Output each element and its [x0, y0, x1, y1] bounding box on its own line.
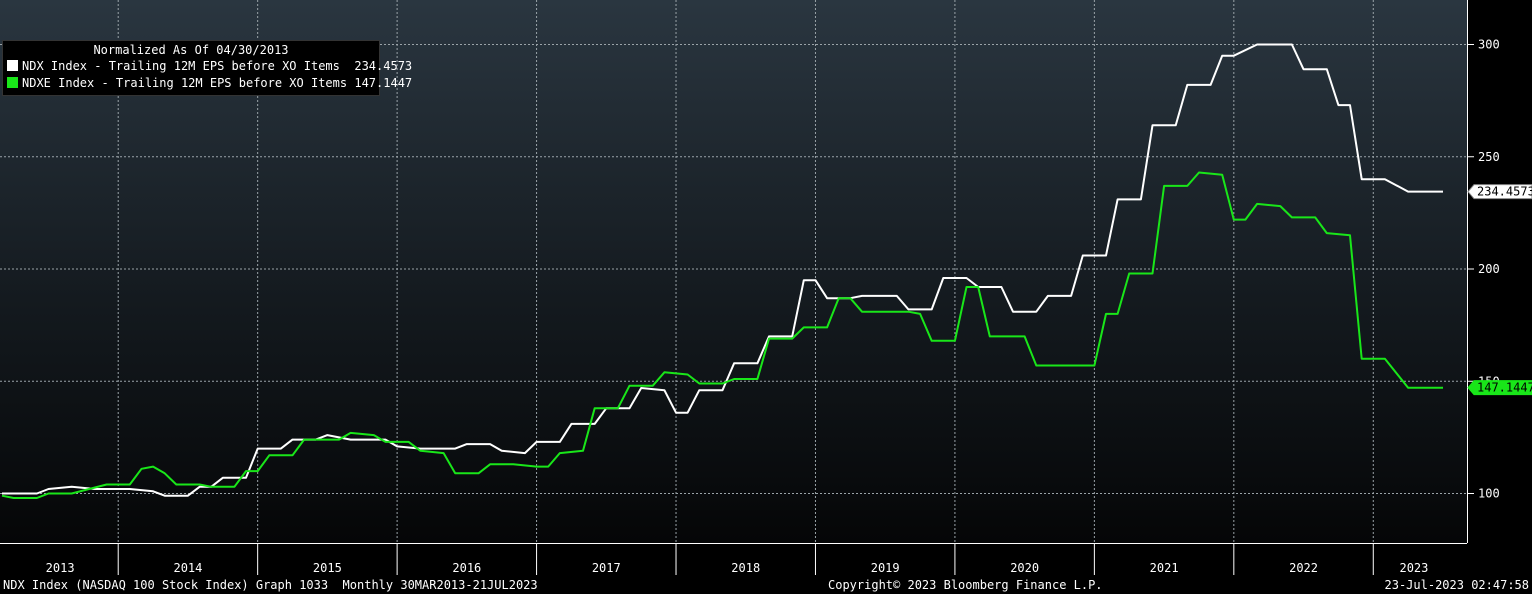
x-tick-label-2021: 2021 [1150, 561, 1179, 575]
x-axis: 2013 2014 2015 2016 2017 2018 2019 2020 2021 2022… [46, 543, 1428, 575]
legend-title: Normalized As Of 04/30/2013 [93, 43, 289, 57]
x-tick-label-2023: 2023 [1399, 561, 1428, 575]
x-tick-label-2022: 2022 [1289, 561, 1318, 575]
last-value-marker [1467, 184, 1532, 200]
series-layer [1, 43, 1443, 499]
x-tick-label-2016: 2016 [452, 561, 481, 575]
grid [0, 0, 1467, 543]
series-line-ndx [2, 43, 1443, 497]
legend-label-ndxe: NDXE Index - Trailing 12M EPS before XO … [22, 76, 348, 90]
footer-timestamp: 23-Jul-2023 02:47:58 [1384, 578, 1530, 592]
footer-graph-info: NDX Index (NASDAQ 100 Stock Index) Graph… [3, 578, 538, 592]
last-value-marker [1467, 380, 1532, 396]
last-value-tag-ndxe: 147.1447 [1467, 380, 1532, 396]
legend-entry-ndxe: NDXE Index - Trailing 12M EPS before XO … [7, 76, 412, 90]
y-tick-label-200: 200 [1478, 262, 1500, 276]
legend-swatch-ndxe [7, 77, 18, 88]
series-line-ndxe [1, 171, 1443, 499]
legend-value-ndx: 234.4573 [354, 59, 413, 73]
y-tick-label-300: 300 [1478, 38, 1500, 52]
y-tick-label-250: 250 [1478, 150, 1500, 164]
legend-value-ndxe: 147.1447 [354, 76, 413, 90]
x-tick-label-2014: 2014 [173, 561, 202, 575]
legend-entry-ndx: NDX Index - Trailing 12M EPS before XO I… [7, 59, 412, 73]
y-tick-label-100: 100 [1478, 487, 1500, 501]
last-value-tag-ndx: 234.4573 [1467, 184, 1532, 200]
legend: Normalized As Of 04/30/2013 NDX Index - … [2, 40, 412, 96]
legend-label-ndx: NDX Index - Trailing 12M EPS before XO I… [22, 59, 340, 73]
x-tick-label-2015: 2015 [313, 561, 342, 575]
last-value-label: 147.1447 [1477, 381, 1532, 395]
legend-swatch-ndx [7, 60, 18, 71]
last-value-labels: 234.4573 147.1447 [1467, 184, 1532, 396]
x-tick-label-2013: 2013 [46, 561, 75, 575]
x-tick-label-2020: 2020 [1010, 561, 1039, 575]
last-value-label: 234.4573 [1477, 185, 1532, 199]
footer-copyright: Copyright© 2023 Bloomberg Finance L.P. [828, 578, 1103, 592]
x-tick-label-2019: 2019 [871, 561, 900, 575]
x-tick-label-2018: 2018 [731, 561, 760, 575]
x-tick-label-2017: 2017 [592, 561, 621, 575]
y-axis: 100150200250300 [1467, 38, 1500, 501]
